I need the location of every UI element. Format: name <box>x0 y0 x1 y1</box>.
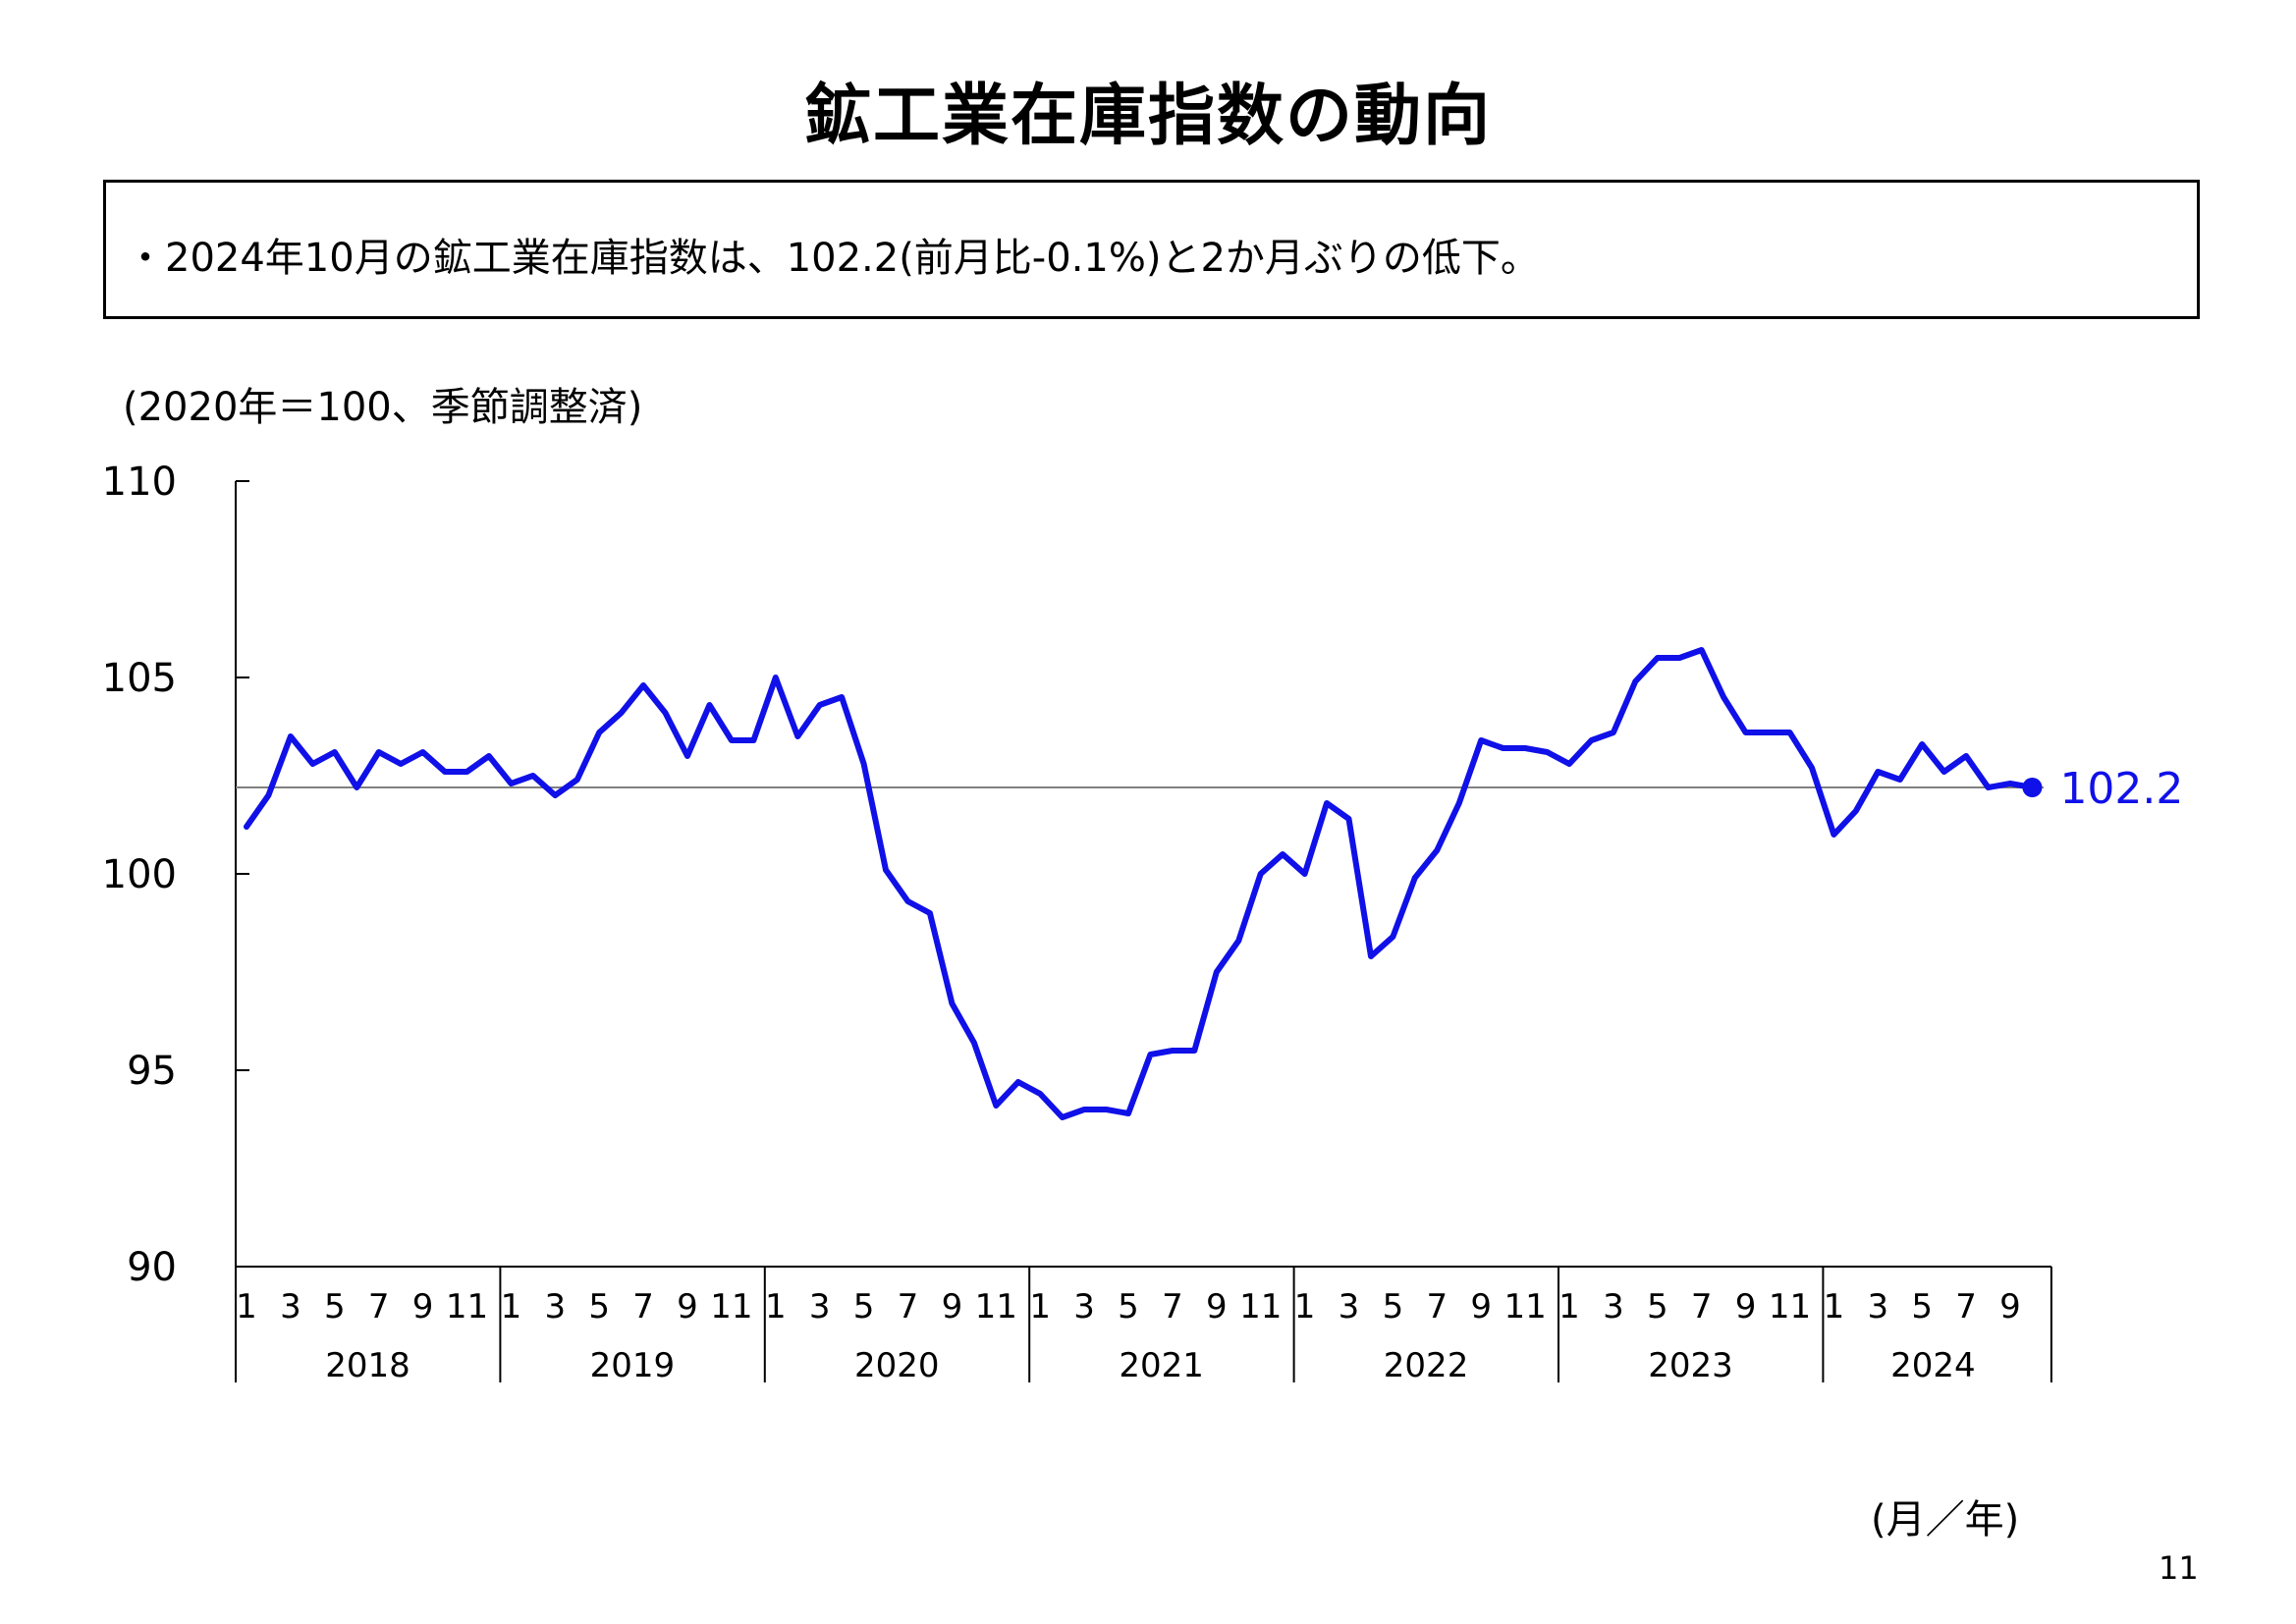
month-tick-label: 9 <box>1999 1287 2021 1326</box>
labels-layer: 102.2 <box>2059 764 2183 814</box>
month-tick-label: 7 <box>1162 1287 1183 1326</box>
y-tick-label: 90 <box>127 1245 177 1290</box>
month-tick-label: 7 <box>1426 1287 1448 1326</box>
month-tick-label: 5 <box>588 1287 610 1326</box>
month-tick-label: 9 <box>677 1287 698 1326</box>
month-tick-label: 11 <box>975 1287 1017 1326</box>
month-tick-label: 1 <box>236 1287 257 1326</box>
last-value-label: 102.2 <box>2059 764 2183 814</box>
y-tick-label: 100 <box>102 852 177 897</box>
month-tick-label: 5 <box>1383 1287 1404 1326</box>
page-number: 11 <box>2159 1549 2199 1587</box>
month-tick-label: 7 <box>368 1287 390 1326</box>
month-tick-label: 3 <box>1867 1287 1888 1326</box>
month-tick-label: 5 <box>324 1287 346 1326</box>
page-title: 鉱工業在庫指数の動向 <box>803 78 1492 155</box>
y-tick-label: 95 <box>127 1049 177 1094</box>
month-tick-label: 1 <box>501 1287 522 1326</box>
month-tick-label: 3 <box>280 1287 301 1326</box>
y-tick-label: 110 <box>102 460 177 505</box>
month-tick-label: 11 <box>1503 1287 1546 1326</box>
month-tick-label: 9 <box>1206 1287 1228 1326</box>
year-label: 2021 <box>1119 1346 1204 1385</box>
series-layer <box>244 647 2043 1120</box>
year-label: 2022 <box>1384 1346 1469 1385</box>
year-label: 2018 <box>325 1346 410 1385</box>
month-tick-label: 7 <box>1691 1287 1713 1326</box>
month-tick-label: 1 <box>765 1287 787 1326</box>
month-tick-label: 5 <box>1911 1287 1933 1326</box>
month-tick-label: 5 <box>853 1287 875 1326</box>
year-label: 2020 <box>854 1346 940 1385</box>
month-tick-label: 5 <box>1118 1287 1139 1326</box>
summary-box: ・2024年10月の鉱工業在庫指数は、102.2(前月比-0.1%)と2か月ぶり… <box>103 180 2200 319</box>
summary-text: ・2024年10月の鉱工業在庫指数は、102.2(前月比-0.1%)と2か月ぶり… <box>126 236 1540 281</box>
year-label: 2019 <box>590 1346 676 1385</box>
month-tick-label: 3 <box>544 1287 566 1326</box>
year-label: 2024 <box>1890 1346 1976 1385</box>
month-tick-label: 11 <box>446 1287 488 1326</box>
y-tick-label: 105 <box>102 656 177 701</box>
month-tick-label: 1 <box>1294 1287 1316 1326</box>
month-tick-label: 9 <box>942 1287 963 1326</box>
month-tick-label: 1 <box>1558 1287 1580 1326</box>
month-tick-label: 3 <box>1603 1287 1624 1326</box>
month-tick-label: 11 <box>1769 1287 1811 1326</box>
month-tick-label: 7 <box>632 1287 654 1326</box>
month-tick-label: 3 <box>809 1287 831 1326</box>
month-tick-label: 9 <box>1470 1287 1492 1326</box>
month-tick-label: 9 <box>412 1287 434 1326</box>
series-line <box>244 647 2036 1120</box>
last-point-marker <box>2022 778 2043 797</box>
month-tick-label: 5 <box>1647 1287 1668 1326</box>
month-tick-label: 7 <box>898 1287 919 1326</box>
month-tick-label: 11 <box>1239 1287 1282 1326</box>
unit-note: (2020年＝100、季節調整済) <box>123 385 643 430</box>
month-tick-label: 1 <box>1824 1287 1845 1326</box>
x-axis-unit: (月／年) <box>1871 1497 2020 1543</box>
year-label: 2023 <box>1648 1346 1733 1385</box>
month-tick-label: 11 <box>710 1287 752 1326</box>
month-tick-label: 7 <box>1955 1287 1977 1326</box>
month-tick-label: 9 <box>1735 1287 1757 1326</box>
month-tick-label: 1 <box>1029 1287 1051 1326</box>
month-tick-label: 3 <box>1339 1287 1360 1326</box>
month-tick-label: 3 <box>1073 1287 1095 1326</box>
